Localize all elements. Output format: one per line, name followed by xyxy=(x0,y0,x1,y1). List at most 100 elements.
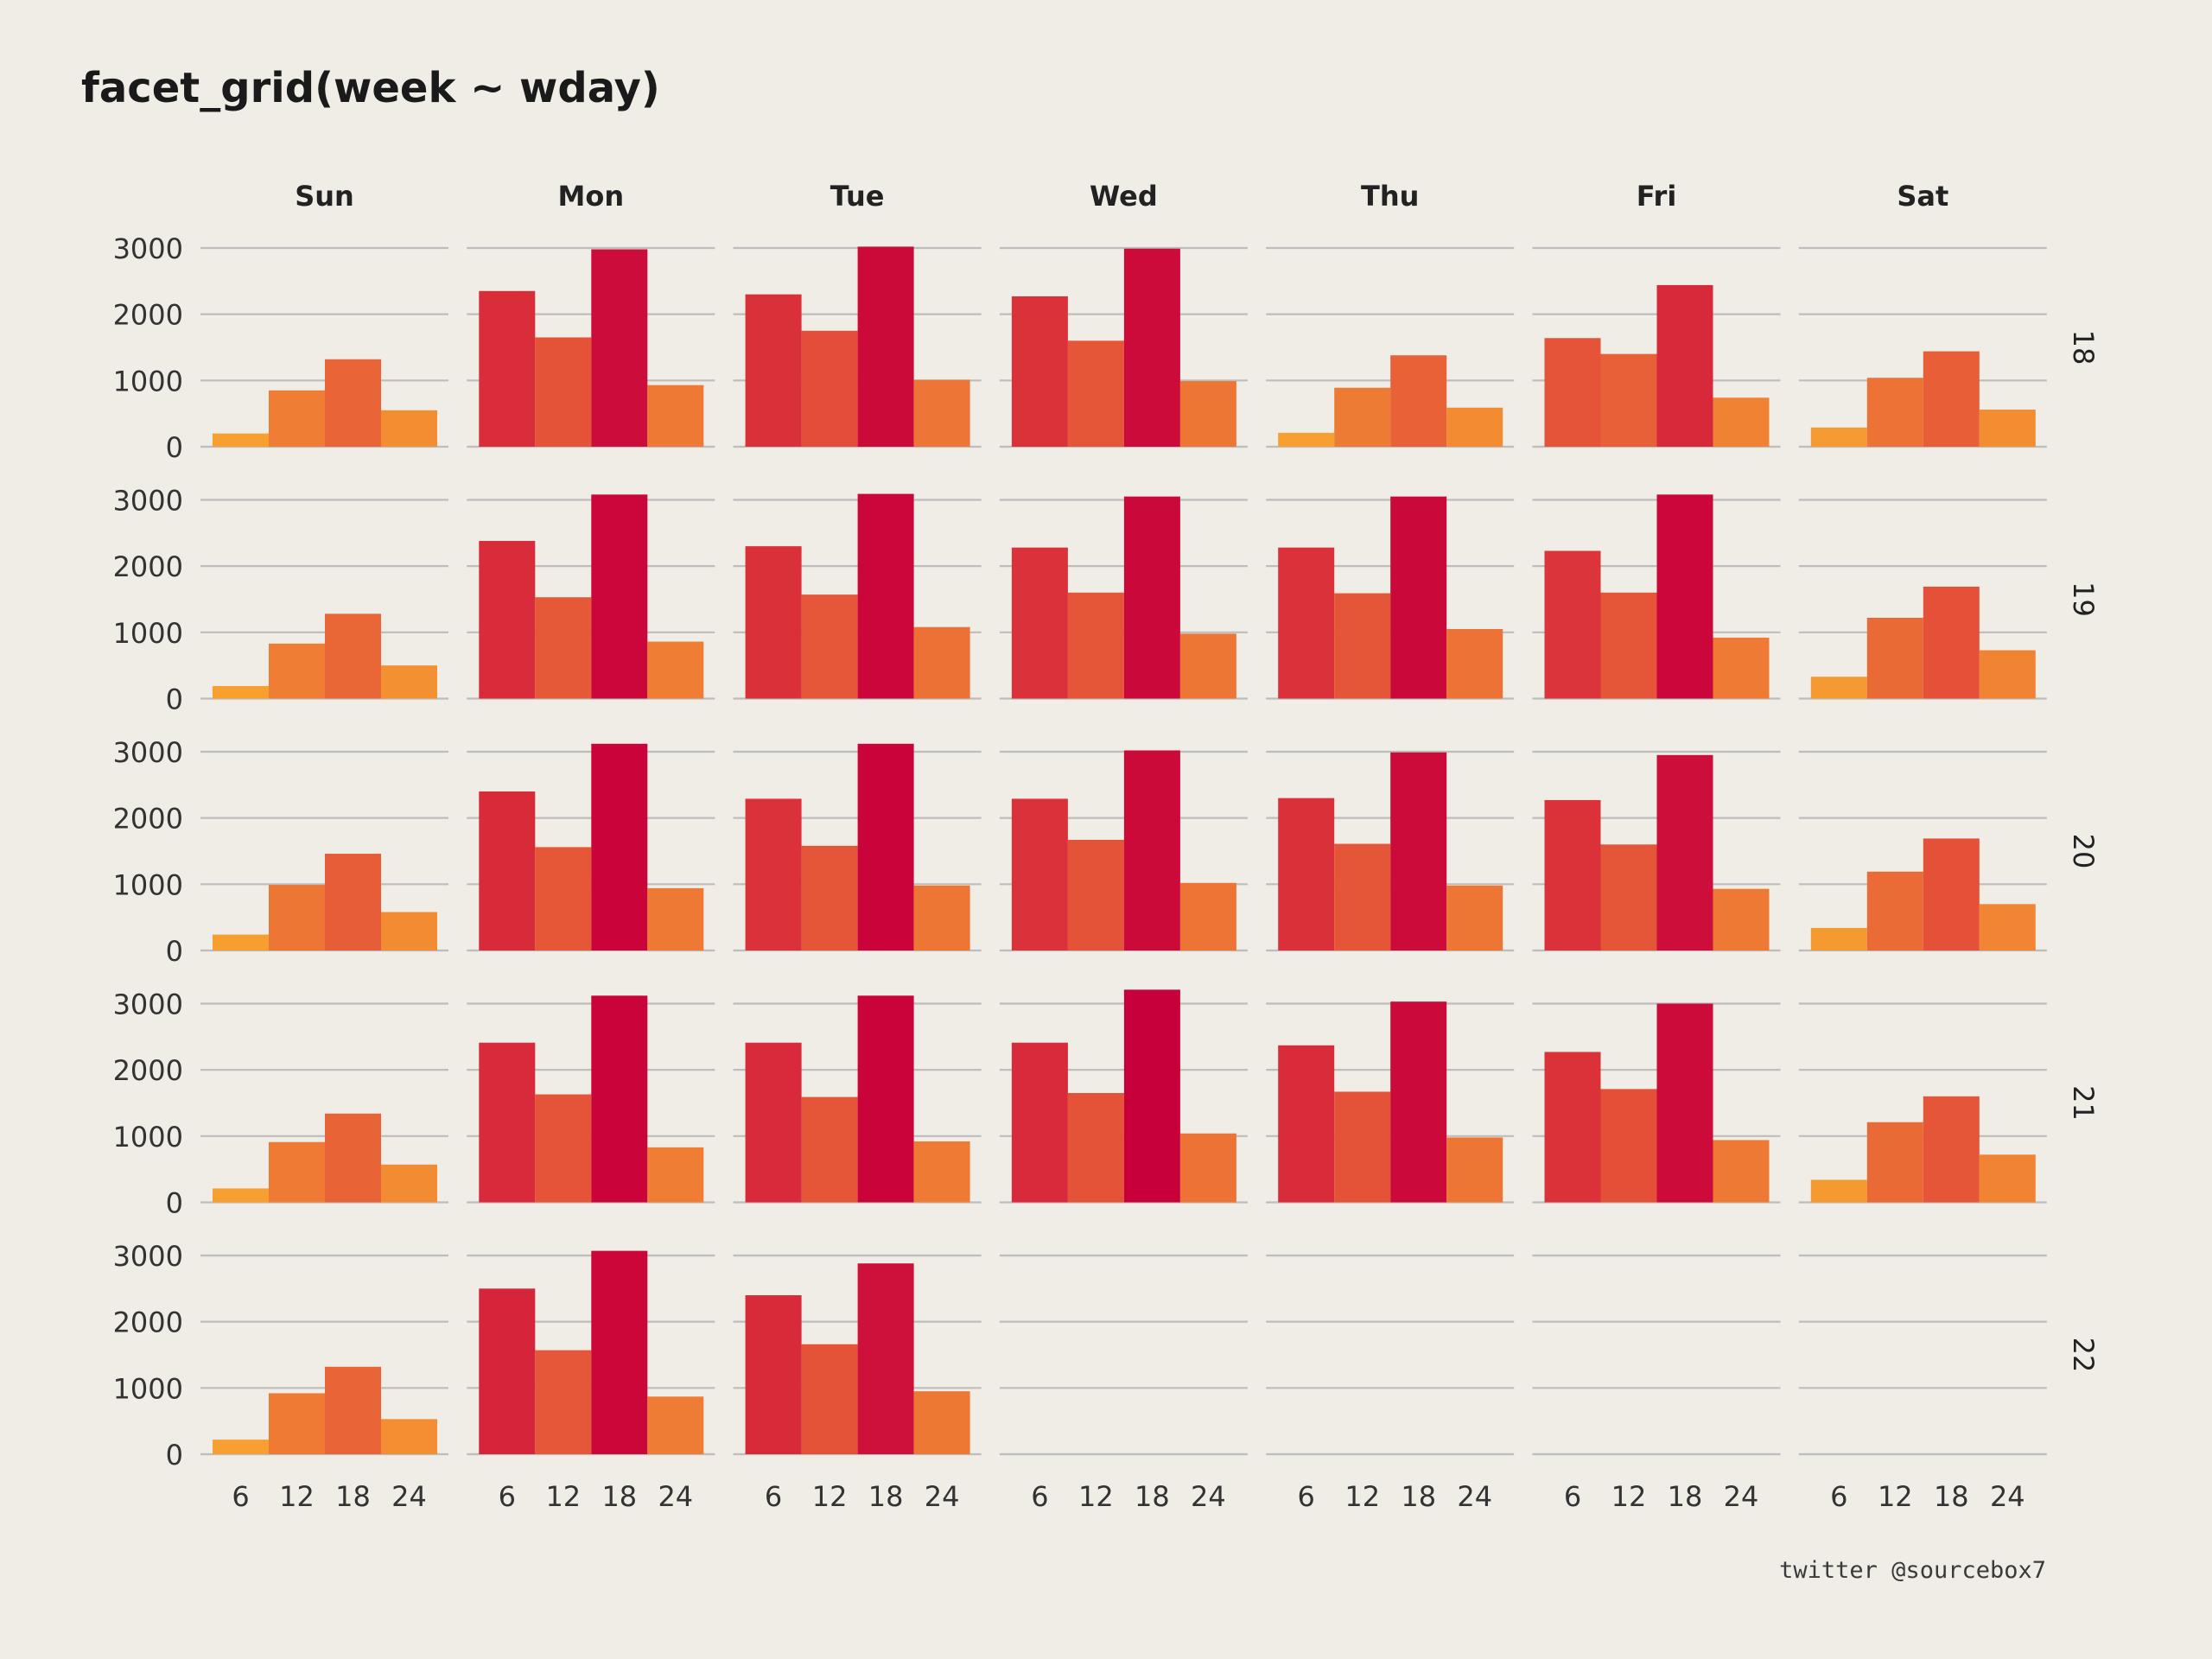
bar-week18-wed-h24 xyxy=(1179,381,1236,447)
bar-week20-wed-h6 xyxy=(1011,798,1068,950)
bar-week20-mon-h24 xyxy=(647,887,704,950)
row-facet-label-19: 19 xyxy=(2067,582,2100,617)
bar-week22-mon-h24 xyxy=(647,1396,704,1454)
bar-week20-wed-h18 xyxy=(1123,750,1180,950)
bar-week20-fri-h12 xyxy=(1600,844,1657,950)
bar-week19-sat-h18 xyxy=(1923,586,1980,699)
bar-week22-tue-h12 xyxy=(801,1344,858,1454)
row-facet-label-18: 18 xyxy=(2067,330,2100,365)
y-tick-label: 3000 xyxy=(113,1240,183,1273)
y-tick-label: 2000 xyxy=(113,299,183,332)
bar-week21-sun-h6 xyxy=(213,1188,269,1203)
row-facet-label-20: 20 xyxy=(2067,834,2100,869)
x-tick-label: 12 xyxy=(279,1480,315,1513)
bar-week18-fri-h12 xyxy=(1600,353,1657,447)
y-tick-label: 1000 xyxy=(113,868,183,901)
bar-week18-fri-h18 xyxy=(1656,284,1713,447)
x-tick-label: 12 xyxy=(1078,1480,1114,1513)
bar-week21-wed-h6 xyxy=(1011,1042,1068,1203)
x-tick-label: 24 xyxy=(1191,1480,1226,1513)
x-tick-label: 12 xyxy=(1878,1480,1913,1513)
x-tick-label: 18 xyxy=(601,1480,637,1513)
bar-week19-sun-h12 xyxy=(269,643,325,699)
bar-week21-tue-h18 xyxy=(857,995,914,1203)
x-tick-label: 24 xyxy=(658,1480,693,1513)
x-tick-label: 12 xyxy=(1344,1480,1380,1513)
bar-week18-thu-h12 xyxy=(1334,387,1391,447)
y-tick-label: 3000 xyxy=(113,484,183,517)
bar-week21-wed-h12 xyxy=(1067,1092,1124,1203)
bar-week22-mon-h12 xyxy=(535,1350,592,1454)
bar-week21-mon-h18 xyxy=(591,995,648,1203)
bar-week21-fri-h12 xyxy=(1600,1089,1657,1203)
bar-week19-sun-h6 xyxy=(213,685,269,699)
col-facet-label-sat: Sat xyxy=(1897,180,1948,213)
bar-week18-thu-h24 xyxy=(1446,407,1503,447)
col-facet-label-mon: Mon xyxy=(557,180,624,213)
bar-week21-sun-h18 xyxy=(325,1113,381,1203)
row-facet-label-22: 22 xyxy=(2067,1338,2100,1373)
y-tick-label: 0 xyxy=(166,683,183,716)
bar-week21-wed-h24 xyxy=(1179,1133,1236,1203)
y-tick-label: 0 xyxy=(166,431,183,464)
y-tick-label: 2000 xyxy=(113,1306,183,1339)
bar-week21-sun-h12 xyxy=(269,1141,325,1203)
bar-week20-fri-h24 xyxy=(1713,888,1770,950)
bar-week22-sun-h12 xyxy=(269,1393,325,1454)
bar-week21-wed-h18 xyxy=(1123,989,1180,1203)
bar-week19-wed-h12 xyxy=(1067,592,1124,699)
y-tick-label: 2000 xyxy=(113,1054,183,1087)
bar-week20-sat-h24 xyxy=(1979,904,2036,950)
bar-week19-tue-h24 xyxy=(913,626,970,699)
bar-week19-fri-h18 xyxy=(1656,494,1713,699)
bar-week20-mon-h6 xyxy=(479,791,536,950)
credit-text: twitter @sourcebox7 xyxy=(1779,1557,2046,1584)
bar-week20-wed-h12 xyxy=(1067,839,1124,950)
bar-week21-thu-h12 xyxy=(1334,1091,1391,1203)
x-tick-label: 24 xyxy=(391,1480,427,1513)
bar-week19-thu-h6 xyxy=(1278,547,1335,699)
bar-week21-thu-h24 xyxy=(1446,1137,1503,1203)
bar-week22-mon-h18 xyxy=(591,1250,648,1454)
y-tick-label: 0 xyxy=(166,1439,183,1471)
bar-week20-sun-h12 xyxy=(269,885,325,950)
bar-week18-fri-h24 xyxy=(1713,397,1770,447)
x-tick-label: 6 xyxy=(765,1480,782,1513)
y-tick-label: 0 xyxy=(166,935,183,968)
bar-week21-sun-h24 xyxy=(381,1164,437,1203)
bar-week19-wed-h24 xyxy=(1179,633,1236,699)
x-tick-label: 24 xyxy=(1457,1480,1492,1513)
x-tick-label: 6 xyxy=(499,1480,516,1513)
bar-week22-sun-h24 xyxy=(381,1419,437,1454)
col-facet-label-wed: Wed xyxy=(1090,180,1158,213)
bar-week20-wed-h24 xyxy=(1179,882,1236,950)
bar-week19-sun-h24 xyxy=(381,665,437,699)
bar-week18-sun-h6 xyxy=(213,433,269,447)
bar-week18-tue-h6 xyxy=(745,294,802,447)
bar-week19-wed-h6 xyxy=(1011,547,1068,699)
bar-week18-sun-h24 xyxy=(381,410,437,447)
y-tick-label: 2000 xyxy=(113,550,183,583)
bar-week19-mon-h12 xyxy=(535,597,592,699)
bar-week21-mon-h12 xyxy=(535,1094,592,1203)
bar-week22-tue-h6 xyxy=(745,1294,802,1454)
bar-week20-thu-h24 xyxy=(1446,885,1503,950)
y-tick-label: 1000 xyxy=(113,1372,183,1405)
bar-week21-fri-h24 xyxy=(1713,1140,1770,1203)
x-tick-label: 6 xyxy=(1031,1480,1048,1513)
x-tick-label: 12 xyxy=(812,1480,848,1513)
bar-week21-mon-h24 xyxy=(647,1147,704,1203)
bar-week22-sun-h18 xyxy=(325,1366,381,1454)
bar-week19-sat-h6 xyxy=(1810,677,1867,699)
y-tick-label: 1000 xyxy=(113,617,183,650)
bar-week21-fri-h18 xyxy=(1656,1003,1713,1203)
bar-week18-tue-h24 xyxy=(913,379,970,447)
bar-week19-sun-h18 xyxy=(325,613,381,699)
y-tick-label: 0 xyxy=(166,1187,183,1220)
bar-week18-mon-h6 xyxy=(479,290,536,447)
bar-week19-fri-h24 xyxy=(1713,637,1770,699)
bar-week21-sat-h12 xyxy=(1866,1122,1923,1203)
bar-week20-thu-h6 xyxy=(1278,798,1335,950)
bar-week19-tue-h6 xyxy=(745,546,802,699)
